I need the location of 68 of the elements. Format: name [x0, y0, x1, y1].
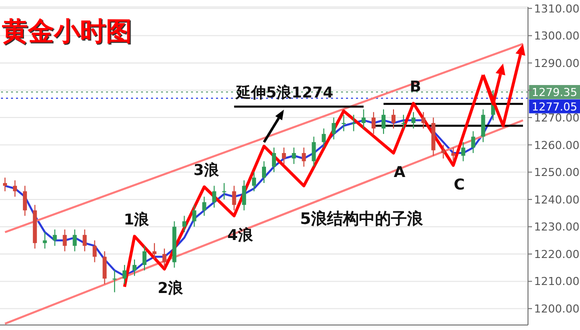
candlestick — [162, 248, 166, 268]
candlestick — [72, 228, 77, 252]
candlestick — [372, 112, 376, 134]
candlestick — [62, 228, 67, 252]
candlestick — [382, 108, 386, 134]
annotation: 1浪 — [124, 210, 150, 228]
candlestick — [222, 182, 226, 200]
y-tick-label: 1310.00 — [534, 2, 580, 16]
candlestick — [362, 108, 366, 129]
y-tick-label: 1240.00 — [534, 193, 580, 206]
candlestick — [42, 232, 47, 250]
candlestick — [461, 142, 466, 162]
y-tick-label: 1210.00 — [534, 275, 580, 288]
candlestick — [421, 112, 426, 129]
candlestick — [192, 204, 196, 228]
annotation: 延伸5浪1274 — [235, 84, 334, 102]
candlestick — [441, 144, 446, 159]
candlestick — [481, 108, 486, 143]
candlestick — [3, 177, 7, 192]
candlestick — [52, 228, 57, 246]
candlestick — [102, 250, 107, 285]
y-tick-label: 1290.00 — [534, 56, 580, 70]
candlestick — [142, 245, 146, 271]
candlestick — [302, 147, 306, 168]
candlestick — [242, 180, 246, 211]
annotation: C — [454, 175, 465, 194]
candlestick — [182, 215, 186, 233]
candlestick — [282, 147, 286, 164]
candlestick — [292, 147, 296, 164]
candlestick — [22, 185, 27, 216]
y-tick-label: 1230.00 — [534, 220, 580, 234]
y-tick-label: 1200.00 — [534, 302, 580, 316]
candlestick — [352, 114, 356, 132]
candlestick — [82, 228, 87, 252]
chart-title: 黄金小时图 — [2, 16, 132, 49]
candlestick — [411, 112, 416, 129]
candlestick — [212, 185, 216, 208]
y-tick-label: 1260.00 — [534, 138, 580, 152]
candlestick — [152, 242, 156, 260]
annotation: A — [394, 163, 406, 182]
candlestick — [12, 180, 17, 198]
y-tick-label: 1250.00 — [534, 166, 580, 180]
candlestick — [262, 160, 266, 184]
candlestick — [122, 264, 127, 285]
candlestick — [202, 196, 206, 216]
y-tick-label: 1300.00 — [534, 30, 580, 43]
candlestick — [471, 130, 476, 154]
candlestick — [92, 240, 97, 263]
y-tick-label: 1220.00 — [534, 248, 580, 261]
candlestick — [112, 270, 117, 293]
ref-line-label: 1279.35 — [532, 86, 578, 100]
candlestick — [252, 172, 256, 192]
y-tick-label: 1270.00 — [534, 111, 580, 124]
candlestick — [132, 258, 136, 276]
candlestick — [342, 114, 346, 132]
candlestick — [401, 114, 406, 129]
annotation: B — [410, 77, 422, 96]
candlestick — [451, 147, 456, 162]
ref-line-label: 1277.05 — [532, 100, 578, 114]
annotation: 5浪结构中的子浪 — [300, 209, 424, 228]
candlestick — [332, 117, 336, 140]
annotation: 3浪 — [194, 160, 220, 179]
annotation: 2浪 — [158, 279, 184, 298]
candlestick — [232, 185, 236, 211]
candlestick — [272, 147, 276, 173]
candlestick — [322, 128, 326, 148]
candlestick — [392, 108, 396, 129]
candlestick — [312, 136, 316, 168]
